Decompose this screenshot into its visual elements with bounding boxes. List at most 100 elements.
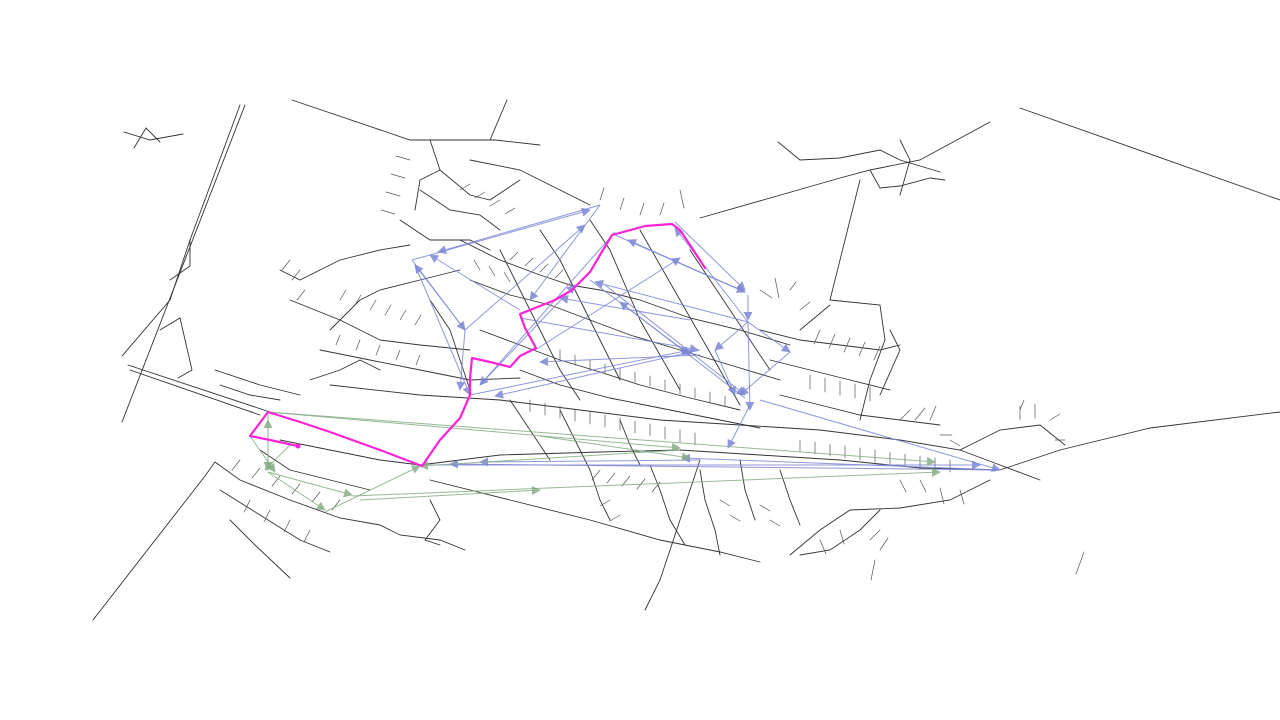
road (309, 359, 381, 381)
green-flows (249, 411, 941, 513)
road-fragment (133, 127, 161, 149)
road (769, 359, 891, 391)
blue-flows (411, 204, 1001, 473)
road (279, 439, 421, 466)
road (619, 419, 641, 466)
road (739, 459, 756, 521)
main-road (789, 479, 991, 556)
route-endpoint (295, 443, 301, 449)
left-branch (169, 239, 191, 281)
green-flow-arrow (267, 411, 681, 452)
blue-flow-arrow (456, 329, 466, 391)
road (759, 329, 901, 351)
road (799, 304, 831, 331)
blue-flow-arrow (627, 239, 746, 293)
road (379, 524, 466, 551)
green-flow-arrow (324, 465, 421, 513)
blue-flow-arrow (759, 399, 1001, 473)
road (429, 479, 761, 563)
road (439, 169, 521, 201)
road (219, 384, 281, 401)
green-flow-arrow (267, 471, 353, 498)
road (559, 409, 591, 471)
road (829, 299, 886, 421)
green-flow-arrow (359, 485, 541, 501)
blue-flow-arrow (714, 321, 749, 351)
road (699, 469, 721, 556)
road (639, 229, 741, 406)
blue-flow-arrow (479, 457, 701, 467)
road (779, 394, 941, 426)
road (259, 449, 371, 491)
green-flow-arrow (267, 411, 936, 466)
green-flow-arrow (419, 449, 681, 470)
road (414, 139, 441, 211)
main-road (999, 411, 1280, 471)
green-flow-arrow (264, 444, 291, 471)
road (219, 489, 331, 553)
road (589, 469, 611, 521)
magenta-route (248, 222, 707, 468)
blue-flow-arrow (429, 254, 521, 311)
road (699, 121, 991, 219)
highway-line (127, 364, 271, 413)
green-flow-arrow (249, 435, 276, 473)
green-flow-arrow (539, 435, 691, 462)
blue-flow-arrow (727, 404, 751, 449)
road (469, 279, 781, 381)
blue-flow-arrow (494, 349, 701, 399)
railway-line (121, 104, 241, 357)
road-fragment (123, 131, 184, 141)
road-stubs (231, 155, 1085, 581)
blue-flow-arrow (681, 453, 1001, 471)
blue-flow-arrow (414, 264, 471, 396)
green-flow-arrow (267, 471, 326, 511)
road (489, 99, 508, 141)
road (229, 519, 291, 579)
road (1019, 107, 1280, 201)
road (399, 219, 491, 251)
blue-flow-arrow (534, 257, 681, 351)
road (649, 464, 686, 546)
blue-flow-arrow (464, 224, 586, 331)
blue-flow-arrow (529, 204, 601, 301)
left-branch (159, 317, 193, 379)
blue-flow-arrow (594, 279, 749, 323)
road (829, 179, 861, 301)
highlighted-route (248, 222, 707, 468)
road (329, 269, 461, 331)
road (424, 499, 441, 546)
blue-flow-arrow (519, 317, 699, 353)
railway-line (121, 104, 246, 423)
blue-flow-arrow (619, 301, 746, 399)
blue-flow-arrow (674, 221, 746, 291)
road (214, 369, 301, 396)
road (539, 229, 621, 381)
road (279, 244, 411, 281)
road (469, 159, 591, 206)
road (459, 239, 791, 346)
blue-flow-arrow (674, 227, 749, 323)
road (429, 299, 471, 391)
main-road (329, 384, 1041, 481)
road (899, 139, 911, 196)
main-road (959, 424, 1066, 451)
blue-flow-arrow (745, 321, 755, 411)
road (644, 459, 701, 611)
highway-line (92, 461, 216, 621)
blue-flow-arrow (437, 204, 601, 255)
blue-flow-arrow (479, 231, 616, 386)
road (869, 169, 946, 189)
road (214, 461, 381, 526)
highway-line (129, 369, 261, 416)
main-road (799, 509, 881, 556)
road (291, 99, 541, 146)
road (689, 249, 771, 371)
blue-flow-arrow (739, 351, 791, 396)
road-network (92, 99, 1280, 621)
blue-flow-arrow (414, 264, 466, 331)
road (879, 329, 901, 396)
road (289, 299, 471, 351)
road (419, 189, 501, 231)
